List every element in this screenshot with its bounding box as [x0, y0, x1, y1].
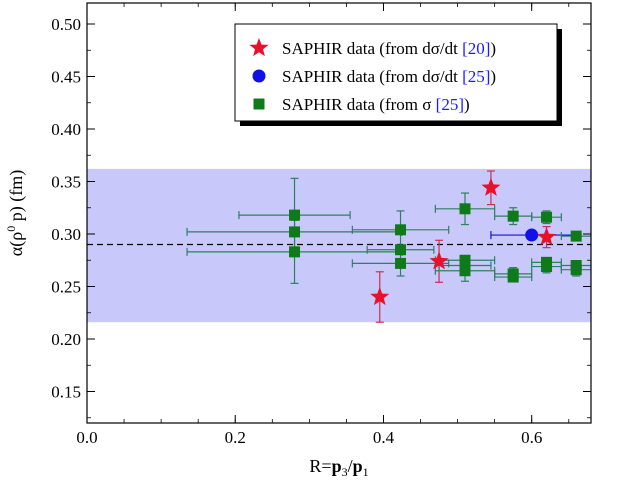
legend-label: SAPHIR data (from dσ/dt [25]) [282, 67, 496, 86]
data-point-star [370, 287, 390, 306]
uncertainty-band [87, 168, 591, 323]
data-point-square [570, 230, 582, 242]
x-tick-label: 0.4 [373, 428, 395, 447]
data-point-square [541, 261, 553, 273]
legend-marker-circle [252, 69, 266, 83]
legend-label-close: ) [490, 67, 496, 86]
legend-label-ref: [25] [462, 67, 490, 86]
x-tick-label: 0.0 [76, 428, 97, 447]
y-axis-label: α(ρ0 p) (fm) [4, 170, 27, 256]
data-point-star [429, 251, 449, 270]
legend-label-close: ) [490, 39, 496, 58]
y-tick-label: 0.40 [51, 120, 81, 139]
legend-marker-star [249, 38, 269, 57]
data-point-star [481, 177, 501, 196]
data-point-square [289, 226, 301, 238]
x-tick-label: 0.6 [521, 428, 542, 447]
legend-label: SAPHIR data (from σ [25]) [282, 95, 470, 114]
legend-label-ref: [20] [462, 39, 490, 58]
data-point-square [541, 211, 553, 223]
data-point-square [395, 244, 407, 256]
data-point-square [507, 271, 519, 283]
legend-label: SAPHIR data (from dσ/dt [20]) [282, 39, 496, 58]
legend-marker-square [253, 98, 265, 110]
data-point-square [459, 265, 471, 277]
y-tick-label: 0.20 [51, 330, 81, 349]
legend-box [234, 23, 558, 122]
y-tick-label: 0.50 [51, 15, 81, 34]
data-point-square [395, 224, 407, 236]
data-point-square [507, 210, 519, 222]
y-tick-label: 0.30 [51, 225, 81, 244]
legend-label-ref: [25] [436, 95, 464, 114]
plot-frame [86, 2, 592, 424]
legend-label-text: SAPHIR data (from dσ/dt [282, 67, 462, 86]
legend-label-text: SAPHIR data (from dσ/dt [282, 39, 462, 58]
x-tick-label: 0.2 [225, 428, 246, 447]
data-point-square [289, 209, 301, 221]
y-tick-label: 0.35 [51, 173, 81, 192]
legend: SAPHIR data (from dσ/dt [20])SAPHIR data… [234, 23, 562, 126]
y-tick-label: 0.15 [51, 383, 81, 402]
legend-label-close: ) [464, 95, 470, 114]
data-point-square [395, 257, 407, 269]
y-tick-label: 0.25 [51, 278, 81, 297]
data-point-square [289, 246, 301, 258]
data-point-star [537, 227, 557, 246]
data-point-circle [525, 228, 539, 242]
data-point-square [570, 264, 582, 276]
legend-label-text: SAPHIR data (from σ [282, 95, 436, 114]
x-axis-label: R=p3/p1 [309, 456, 368, 479]
data-point-square [459, 203, 471, 215]
y-tick-label: 0.45 [51, 68, 81, 87]
